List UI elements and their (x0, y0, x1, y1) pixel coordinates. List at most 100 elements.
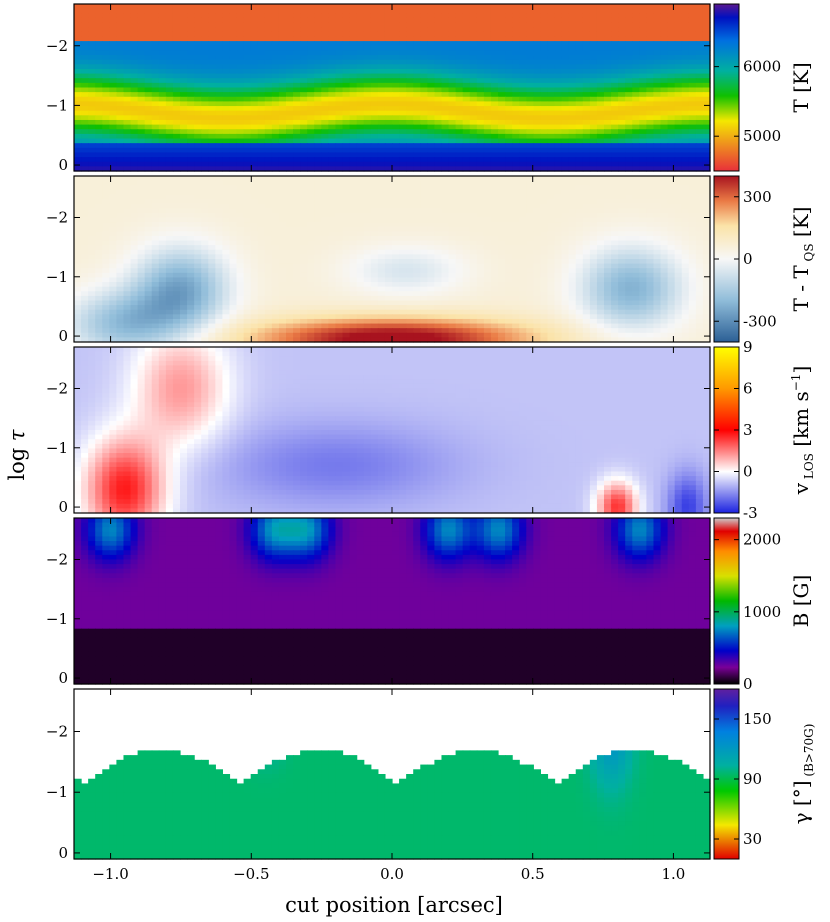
heatmap-cell (95, 8, 103, 14)
heatmap-cell (300, 92, 308, 98)
heatmap-cell (151, 254, 160, 260)
heatmap-cell (278, 106, 287, 112)
heatmap-cell (505, 45, 513, 51)
heatmap-cell (215, 208, 223, 214)
heatmap-cell (483, 199, 492, 205)
heatmap-cell (688, 203, 697, 209)
heatmap-cell (540, 92, 549, 98)
heatmap-cell (660, 106, 669, 112)
heatmap-cell (321, 161, 329, 167)
heatmap-cell (625, 259, 633, 265)
heatmap-cell (575, 166, 584, 172)
heatmap-cell (349, 240, 358, 246)
heatmap-cell (300, 189, 308, 196)
heatmap-cell (151, 249, 160, 255)
heatmap-cell (222, 254, 231, 260)
heatmap-cell (158, 176, 167, 182)
heatmap-cell (625, 115, 633, 121)
heatmap-cell (236, 208, 245, 214)
heatmap-cell (208, 68, 216, 75)
heatmap-cell (264, 31, 273, 38)
heatmap-cell (165, 124, 174, 130)
heatmap-cell (349, 106, 358, 112)
heatmap-cell (257, 185, 266, 191)
heatmap-cell (434, 194, 443, 200)
heatmap-cell (123, 41, 132, 47)
heatmap-cell (144, 226, 153, 232)
heatmap-cell (180, 194, 188, 200)
heatmap-cell (349, 115, 358, 121)
heatmap-cell (427, 45, 435, 51)
heatmap-cell (377, 222, 386, 228)
heatmap-cell (314, 212, 322, 219)
heatmap-cell (582, 110, 591, 116)
heatmap-cell (208, 17, 216, 24)
heatmap-cell (293, 22, 301, 28)
heatmap-cell (307, 82, 315, 89)
heatmap-cell (434, 87, 443, 93)
heatmap-cell (413, 115, 421, 121)
heatmap-cell (95, 259, 103, 265)
heatmap-cell (144, 240, 153, 246)
heatmap-cell (293, 17, 301, 24)
heatmap-cell (519, 101, 527, 107)
heatmap-cell (653, 133, 662, 140)
heatmap-cell (561, 147, 570, 154)
heatmap-cell (681, 185, 690, 191)
heatmap-cell (589, 235, 598, 242)
heatmap-cell (688, 17, 697, 24)
heatmap-cell (328, 203, 337, 209)
heatmap-cell (208, 143, 216, 149)
heatmap-cell (568, 78, 577, 84)
heatmap-cell (300, 147, 308, 154)
heatmap-cell (172, 124, 181, 130)
heatmap-cell (165, 115, 174, 121)
heatmap-cell (187, 249, 195, 255)
heatmap-cell (441, 235, 450, 242)
heatmap-cell (229, 226, 238, 232)
heatmap-cell (540, 31, 549, 38)
heatmap-cell (625, 249, 633, 255)
heatmap-cell (448, 194, 457, 200)
heatmap-cell (505, 96, 513, 103)
heatmap-cell (575, 212, 584, 219)
heatmap-cell (229, 87, 238, 93)
heatmap-cell (632, 240, 640, 246)
heatmap-cell (165, 119, 174, 126)
heatmap-cell (116, 217, 125, 223)
heatmap-cell (201, 161, 209, 167)
heatmap-cell (95, 41, 103, 47)
heatmap-cell (483, 110, 492, 116)
heatmap-cell (81, 203, 89, 209)
heatmap-cell (526, 240, 534, 246)
heatmap-cell (547, 189, 556, 196)
heatmap-cell (582, 143, 591, 149)
heatmap-cell (526, 129, 534, 135)
heatmap-cell (349, 17, 358, 24)
heatmap-cell (109, 138, 117, 144)
heatmap-cell (681, 45, 690, 51)
heatmap-cell (271, 161, 280, 167)
heatmap-cell (554, 166, 563, 172)
heatmap-cell (582, 82, 591, 89)
heatmap-cell (469, 208, 478, 214)
heatmap-cell (384, 17, 393, 24)
heatmap-cell (448, 31, 457, 38)
heatmap-cell (349, 110, 358, 116)
heatmap-cell (116, 27, 125, 33)
heatmap-cell (498, 245, 506, 251)
heatmap-cell (74, 22, 82, 28)
heatmap-cell (264, 240, 273, 246)
heatmap-cell (215, 226, 223, 232)
heatmap-cell (130, 133, 139, 140)
heatmap-cell (286, 17, 294, 24)
heatmap-cell (109, 22, 117, 28)
heatmap-cell (293, 189, 301, 196)
heatmap-cell (554, 235, 563, 242)
heatmap-cell (406, 45, 414, 51)
heatmap-cell (639, 106, 647, 112)
heatmap-cell (702, 64, 711, 70)
heatmap-cell (413, 55, 421, 61)
heatmap-cell (109, 55, 117, 61)
heatmap-cell (462, 245, 471, 251)
